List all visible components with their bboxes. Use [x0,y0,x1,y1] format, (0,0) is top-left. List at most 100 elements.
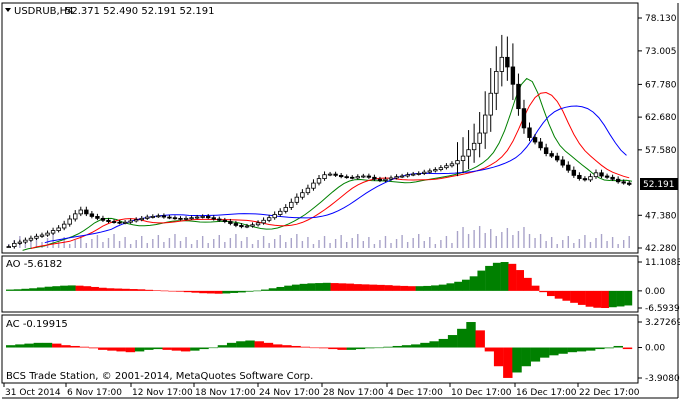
histogram-bar [52,343,62,348]
histogram-bar [226,342,237,348]
histogram-bar [208,347,218,349]
candle-body [217,218,222,221]
histogram-bar [282,345,292,348]
histogram-bar [83,286,92,291]
price-axis-label: 67.780 [645,80,677,90]
candle-body [427,170,432,173]
candle-body [56,227,61,231]
current-price-box [640,178,678,190]
candle-body [294,196,300,203]
histogram-bar [137,289,146,291]
price-axis-label: 47.380 [645,211,677,221]
candle-body [6,246,11,248]
histogram-bar [570,290,579,303]
indicator-axis-label: 3.27269 [645,318,680,328]
candle-body [399,175,405,178]
candle-body [17,241,23,244]
histogram-bar [576,347,587,352]
histogram-bar [546,290,555,297]
histogram-bar [299,283,308,291]
histogram-bar [6,345,16,348]
histogram-bar [190,347,200,351]
indicator-axis-label: 11.1083 [645,258,680,268]
candle-body [78,209,83,215]
candle-body [471,142,477,151]
indicator-axis-label: 0.00 [645,287,665,297]
histogram-bar [183,290,192,293]
candle-body [278,210,283,215]
histogram-bar [401,345,412,348]
histogram-bar [230,290,239,293]
histogram-bar [276,286,285,291]
histogram-bar [24,343,34,348]
time-axis-label: 6 Nov 17:00 [67,388,122,398]
candle-body [416,173,421,175]
candle-body [61,223,67,229]
histogram-bar [484,347,495,352]
time-axis-label: 31 Oct 2014 [5,388,61,398]
histogram-bar [523,277,532,291]
candle-body [488,92,493,116]
histogram-bar [129,289,138,291]
histogram-bar [176,290,184,292]
candle-body [410,173,416,176]
histogram-bar [180,347,191,352]
candle-body [34,235,39,239]
time-axis-label: 22 Dec 17:00 [579,388,640,398]
histogram-bar [622,347,633,350]
histogram-bar [420,342,430,348]
candle-body [322,174,327,179]
histogram-bar [608,290,617,308]
candle-body [84,209,89,215]
main-price-pane[interactable] [1,2,639,254]
time-axis-label: 10 Dec 17:00 [451,388,512,398]
histogram-bar [322,282,331,291]
copyright-text: BCS Trade Station, © 2001-2014, MetaQuot… [6,371,313,382]
candle-body [433,169,438,172]
histogram-bar [355,347,366,350]
histogram-bar [447,335,458,348]
histogram-bar [585,347,596,351]
ao-axis: 11.1083 0.00 -6.5939 [638,258,680,314]
candle-body [549,153,554,157]
histogram-bar [407,286,416,291]
collapse-triangle-icon[interactable] [5,8,11,12]
histogram-bar [438,338,449,348]
histogram-bar [217,345,228,348]
histogram-bar [121,288,130,291]
candle-body [366,175,372,178]
histogram-bar [593,290,602,308]
histogram-bar [315,283,324,291]
histogram-bar [33,342,44,348]
candle-body [338,174,344,178]
histogram-bar [237,290,246,293]
candle-body [95,216,100,219]
candle-body [316,178,322,184]
price-axis-label: 42.280 [645,244,677,254]
histogram-bar [521,347,531,367]
candle-body [510,66,516,85]
histogram-bar [438,284,447,291]
candle-body [261,219,266,224]
ohlc-values: 52.371 52.490 52.191 52.191 [65,6,215,17]
histogram-bar [245,340,255,348]
histogram-bar [475,330,485,348]
histogram-bar [171,347,182,351]
candle-body [200,216,205,218]
candle-body [538,141,543,149]
candle-body [449,163,455,167]
histogram-bar [88,347,99,349]
histogram-bar [429,341,439,348]
histogram-bar [42,342,53,348]
price-axis-label: 78.130 [645,14,677,24]
candle-body [577,174,582,179]
candle-body [355,176,360,179]
candle-body [566,164,571,171]
histogram-bar [601,290,610,309]
histogram-bar [431,285,439,291]
candle-body [455,160,460,165]
histogram-bar [466,322,476,348]
histogram-bar [616,290,625,307]
histogram-bar [70,345,80,348]
